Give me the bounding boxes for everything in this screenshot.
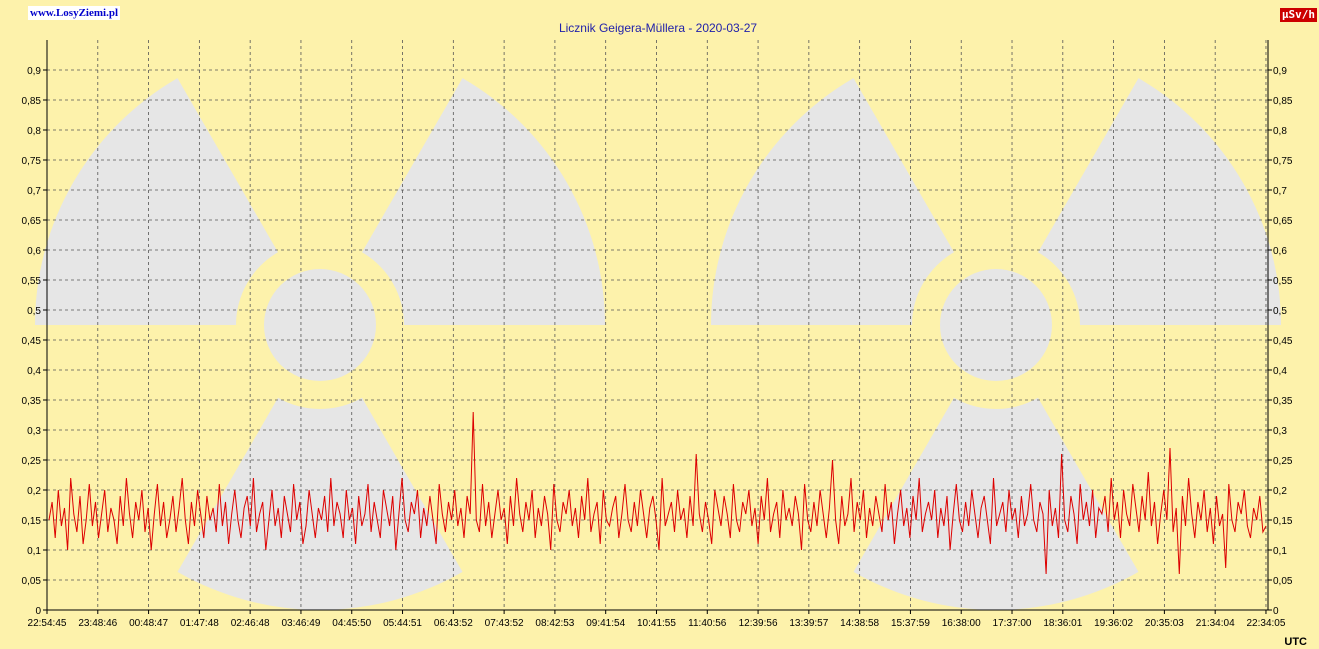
x-axis: 22:54:45 23:48:46 00:48:47 01:47:48 02:46:48… bbox=[28, 610, 1286, 629]
x-tick-label: 01:47:48 bbox=[180, 618, 219, 629]
y-tick-label: 0,5 bbox=[27, 306, 41, 317]
y-tick-label: 0,6 bbox=[27, 246, 41, 257]
x-tick-label: 06:43:52 bbox=[434, 618, 473, 629]
y-tick-label: 0,6 bbox=[1273, 246, 1287, 257]
y-tick-label: 0,75 bbox=[1273, 156, 1293, 167]
x-tick-label: 17:37:00 bbox=[993, 618, 1032, 629]
y-tick-label: 0,85 bbox=[22, 96, 42, 107]
x-tick-label: 22:54:45 bbox=[28, 618, 67, 629]
x-tick-label: 05:44:51 bbox=[383, 618, 422, 629]
x-tick-label: 04:45:50 bbox=[332, 618, 371, 629]
y-tick-label: 0,1 bbox=[1273, 546, 1287, 557]
site-link[interactable]: www.LosyZiemi.pl bbox=[28, 6, 121, 20]
x-tick-label: 12:39:56 bbox=[739, 618, 778, 629]
x-tick-label: 10:41:55 bbox=[637, 618, 676, 629]
y-tick-label: 0,4 bbox=[27, 366, 41, 377]
x-tick-label: 13:39:57 bbox=[789, 618, 828, 629]
y-tick-label: 0,3 bbox=[27, 426, 41, 437]
y-tick-label: 0 bbox=[1273, 606, 1279, 617]
y-tick-label: 0,2 bbox=[1273, 486, 1287, 497]
y-axis-right: 0 0,05 0,1 0,15 0,2 0,25 0,3 0,35 0,4 0,45 0,5 0,55… bbox=[1268, 66, 1293, 617]
y-tick-label: 0,9 bbox=[1273, 66, 1287, 77]
chart-title: Licznik Geigera-Müllera - 2020-03-27 bbox=[559, 21, 757, 35]
y-tick-label: 0,5 bbox=[1273, 306, 1287, 317]
y-tick-label: 0,1 bbox=[27, 546, 41, 557]
x-tick-label: 08:42:53 bbox=[535, 618, 574, 629]
y-tick-label: 0,35 bbox=[22, 396, 42, 407]
x-tick-label: 23:48:46 bbox=[78, 618, 117, 629]
y-tick-label: 0,15 bbox=[1273, 516, 1293, 527]
y-tick-label: 0,8 bbox=[1273, 126, 1287, 137]
y-tick-label: 0,75 bbox=[22, 156, 42, 167]
y-tick-label: 0,15 bbox=[22, 516, 42, 527]
y-tick-label: 0 bbox=[35, 606, 41, 617]
x-tick-label: 02:46:48 bbox=[231, 618, 270, 629]
y-tick-label: 0,3 bbox=[1273, 426, 1287, 437]
trefoil-2 bbox=[711, 78, 1281, 611]
y-tick-label: 0,9 bbox=[27, 66, 41, 77]
y-tick-label: 0,4 bbox=[1273, 366, 1287, 377]
x-tick-label: 00:48:47 bbox=[129, 618, 168, 629]
y-tick-label: 0,45 bbox=[1273, 336, 1293, 347]
y-tick-label: 0,65 bbox=[1273, 216, 1293, 227]
y-tick-label: 0,85 bbox=[1273, 96, 1293, 107]
y-tick-label: 0,25 bbox=[1273, 456, 1293, 467]
series-line bbox=[48, 411, 1267, 575]
x-tick-label: 15:37:59 bbox=[891, 618, 930, 629]
y-tick-label: 0,05 bbox=[22, 576, 42, 587]
x-tick-label: 09:41:54 bbox=[586, 618, 625, 629]
x-tick-label: 11:40:56 bbox=[688, 618, 727, 629]
unit-badge: µSv/h bbox=[1279, 8, 1317, 22]
y-tick-label: 0,35 bbox=[1273, 396, 1293, 407]
trefoil-1 bbox=[35, 78, 605, 611]
y-tick-label: 0,05 bbox=[1273, 576, 1293, 587]
radiation-trefoil-watermark bbox=[35, 78, 1281, 611]
y-axis-left: 0 0,05 0,1 0,15 0,2 0,25 0,3 0,35 0,4 0,45 0,5 0,55… bbox=[22, 66, 47, 617]
y-tick-label: 0,55 bbox=[1273, 276, 1293, 287]
x-tick-label: 07:43:52 bbox=[485, 618, 524, 629]
y-tick-label: 0,25 bbox=[22, 456, 42, 467]
y-tick-label: 0,7 bbox=[1273, 186, 1287, 197]
x-tick-label: 14:38:58 bbox=[840, 618, 879, 629]
x-tick-label: 18:36:01 bbox=[1043, 618, 1082, 629]
x-tick-label: 19:36:02 bbox=[1094, 618, 1133, 629]
x-tick-label: 22:34:05 bbox=[1246, 618, 1285, 629]
y-tick-label: 0,7 bbox=[27, 186, 41, 197]
y-tick-label: 0,55 bbox=[22, 276, 42, 287]
y-tick-label: 0,8 bbox=[27, 126, 41, 137]
y-tick-label: 0,45 bbox=[22, 336, 42, 347]
timezone-label: UTC bbox=[1284, 636, 1307, 648]
x-tick-label: 03:46:49 bbox=[281, 618, 320, 629]
x-tick-label: 21:34:04 bbox=[1196, 618, 1235, 629]
x-tick-label: 16:38:00 bbox=[942, 618, 981, 629]
x-tick-label: 20:35:03 bbox=[1145, 618, 1184, 629]
y-tick-label: 0,2 bbox=[27, 486, 41, 497]
y-tick-label: 0,65 bbox=[22, 216, 42, 227]
